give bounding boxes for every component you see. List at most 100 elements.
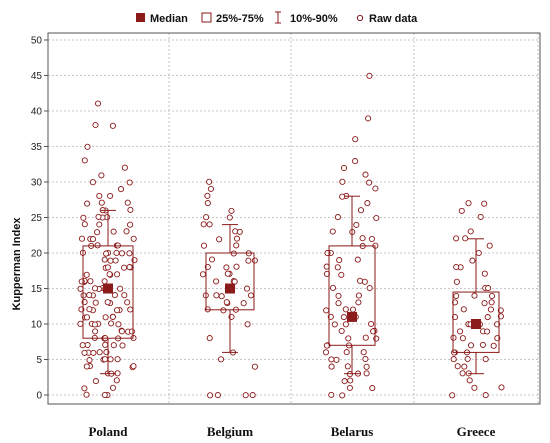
legend-median-swatch (136, 13, 145, 22)
grid (48, 33, 540, 404)
raw-data-point (245, 257, 252, 264)
raw-data-point (204, 200, 211, 207)
raw-data-point (204, 192, 211, 199)
raw-data-point (353, 221, 360, 228)
raw-data-point (79, 342, 86, 349)
raw-data-point (130, 363, 137, 370)
raw-data-point (453, 263, 460, 271)
raw-data-point (84, 200, 91, 207)
raw-data-point (80, 292, 87, 299)
raw-data-point (83, 363, 90, 370)
raw-data-point (80, 214, 87, 221)
raw-data-point (361, 278, 368, 285)
raw-data-point (343, 349, 350, 356)
raw-data-point (92, 299, 99, 306)
raw-data-point (333, 356, 340, 363)
raw-data-point (128, 328, 135, 335)
raw-data-point (354, 256, 361, 263)
raw-data-point (328, 391, 335, 398)
median-marker (471, 319, 481, 329)
raw-data-point (117, 186, 125, 193)
raw-data-point (481, 200, 488, 207)
raw-data-point (213, 278, 220, 285)
raw-data-point (334, 264, 341, 271)
raw-data-point (77, 320, 84, 327)
raw-data-point (451, 299, 459, 306)
raw-data-point (78, 278, 85, 285)
raw-data-point (363, 363, 370, 370)
raw-data-point (484, 328, 491, 335)
raw-data-point (372, 185, 379, 192)
raw-data-point (336, 257, 343, 264)
raw-data-point (488, 292, 496, 300)
raw-data-point (81, 157, 88, 164)
raw-data-point (107, 257, 114, 264)
legend-box-swatch (201, 12, 212, 23)
raw-data-point (86, 291, 93, 299)
raw-data-point (366, 284, 373, 292)
raw-data-point (360, 349, 367, 356)
raw-data-point (450, 356, 457, 363)
y-tick-label: 45 (31, 71, 43, 82)
raw-data-point (355, 292, 362, 299)
raw-data-point (91, 321, 98, 328)
raw-data-point (109, 384, 117, 391)
y-tick-label: 30 (31, 178, 43, 189)
legend-raw-label: Raw data (369, 13, 418, 25)
raw-data-point (106, 271, 113, 278)
raw-data-point (366, 179, 373, 186)
raw-data-point (104, 299, 111, 306)
raw-data-point (96, 349, 103, 356)
raw-data-point (467, 342, 475, 349)
raw-data-point (461, 363, 468, 370)
raw-data-point (101, 391, 108, 399)
raw-data-point (83, 271, 90, 278)
raw-data-point (328, 356, 335, 363)
raw-data-point (89, 179, 96, 186)
raw-data-point (342, 321, 349, 328)
raw-data-point (243, 285, 251, 292)
raw-data-point (233, 235, 241, 242)
raw-data-point (349, 306, 357, 313)
raw-data-point (365, 115, 372, 122)
raw-data-point (471, 292, 478, 299)
raw-data-point (83, 391, 90, 398)
raw-data-point (214, 392, 221, 399)
median-marker (103, 283, 113, 294)
raw-data-point (113, 307, 121, 314)
raw-data-point (98, 172, 105, 179)
y-ticks: 0 5 10 15 20 25 30 35 40 45 50 (31, 36, 48, 402)
raw-data-point (488, 299, 495, 306)
raw-data-point (231, 278, 238, 285)
raw-data-point (356, 277, 364, 284)
raw-data-point (487, 306, 494, 313)
raw-data-point (124, 199, 131, 206)
legend-median-label: Median (150, 13, 188, 25)
raw-data-point (228, 207, 235, 214)
raw-data-point (101, 256, 108, 263)
group-poland (77, 100, 138, 399)
raw-data-point (206, 335, 213, 342)
raw-data-point (469, 257, 476, 264)
raw-data-point (77, 285, 84, 292)
raw-data-point (466, 377, 473, 384)
raw-data-point (249, 392, 256, 399)
raw-data-point (364, 200, 371, 207)
raw-data-point (368, 320, 375, 327)
raw-data-point (352, 158, 359, 165)
raw-data-point (118, 250, 126, 257)
raw-data-point (485, 285, 492, 292)
raw-data-point (86, 306, 93, 313)
raw-data-point (479, 341, 486, 348)
group-belgium (199, 178, 258, 399)
y-tick-label: 15 (31, 284, 43, 295)
raw-data-point (119, 342, 126, 349)
raw-data-point (490, 342, 497, 349)
raw-data-point (328, 363, 335, 370)
group-greece (449, 200, 505, 399)
iqr-box (205, 252, 255, 311)
raw-data-point (84, 143, 91, 150)
raw-data-point (339, 392, 346, 399)
legend-raw-swatch (356, 14, 364, 22)
